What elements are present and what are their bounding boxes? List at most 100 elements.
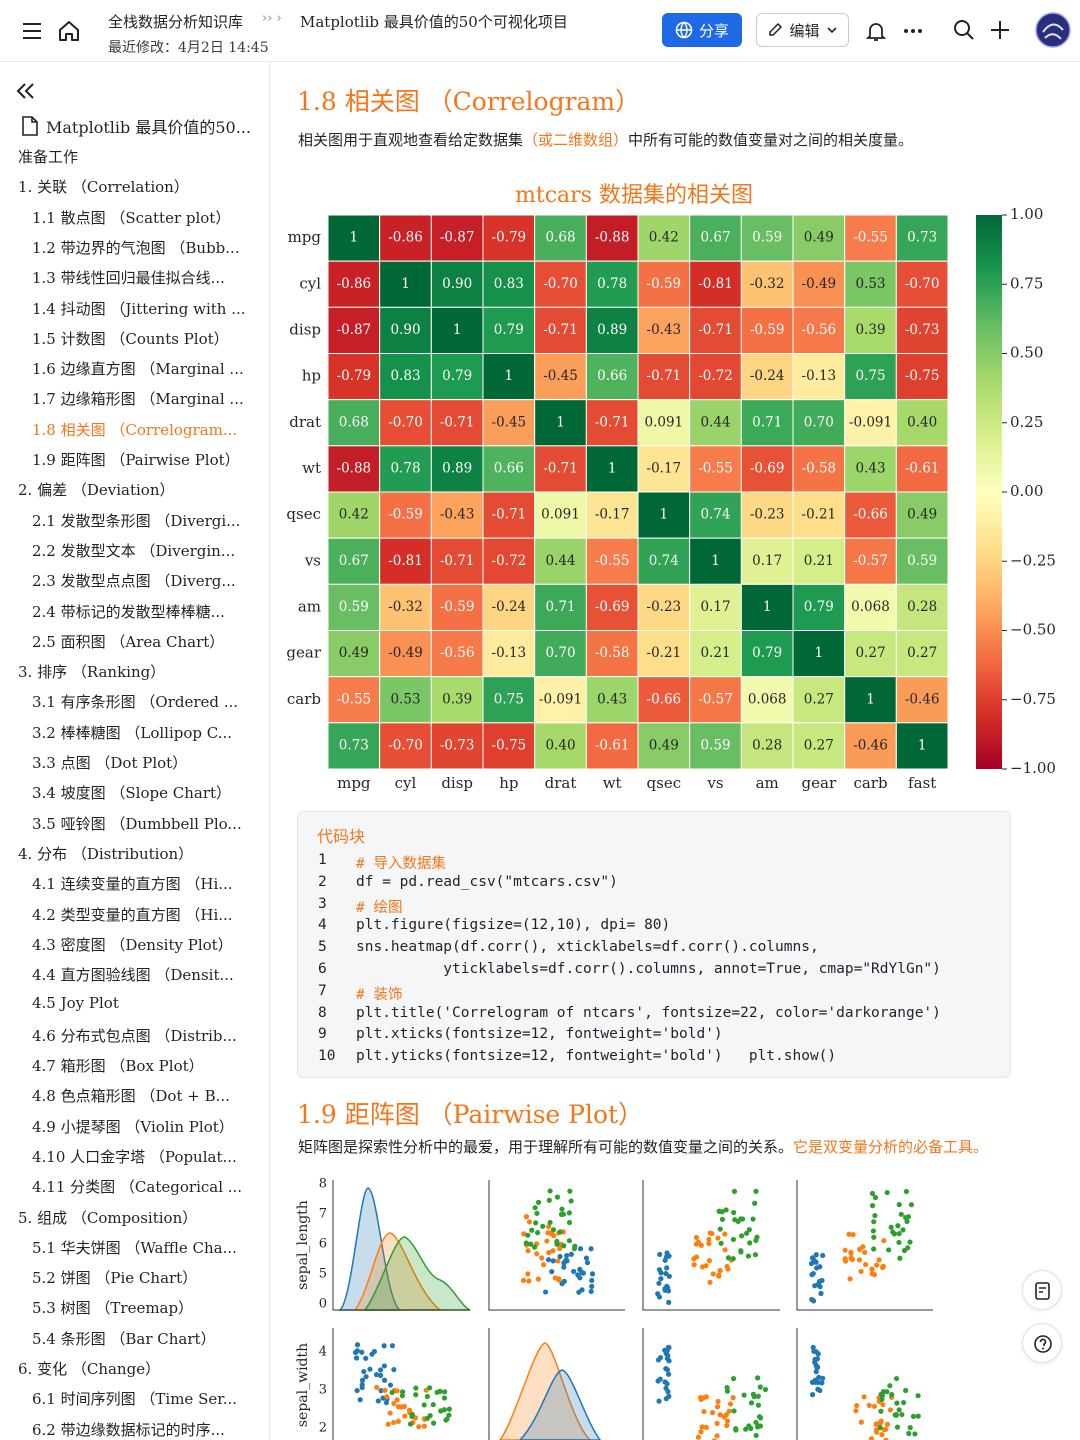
nav-item[interactable]: 4. 分布 （Distribution） [18,844,194,863]
scatter-dot [896,1239,902,1246]
scatter-dot [691,1256,697,1262]
template-button[interactable] [1022,1270,1062,1310]
nav-item[interactable]: 2.4 带标记的发散型棒棒糖... [32,602,225,621]
nav-item[interactable]: 4.6 分布式包点图 （Distrib... [32,1026,237,1045]
nav-item[interactable]: 1.3 带线性回归最佳拟合线... [32,269,225,288]
nav-item[interactable]: 2. 偏差 （Deviation） [18,481,175,500]
avatar[interactable] [1035,12,1071,48]
nav-item[interactable]: 3.5 哑铃图 （Dumbbell Plo... [32,814,242,833]
more-icon[interactable] [901,19,925,43]
scatter-dot [526,1278,532,1284]
scatter-dot [894,1400,900,1406]
cell-label: 0.89 [597,322,627,338]
nav-item[interactable]: 3.4 坡度图 （Slope Chart） [32,784,232,803]
scatter-dot [557,1253,563,1260]
share-button[interactable]: 分享 [662,13,742,47]
cell-label: 1 [608,460,617,476]
nav-item[interactable]: 4.10 人口金字塔 （Populat... [32,1147,237,1166]
nav-item[interactable]: 4.11 分类图 （Categorical ... [32,1178,243,1197]
nav-item[interactable]: 3.1 有序条形图 （Ordered ... [32,693,239,712]
nav-item[interactable]: 1. 关联 （Correlation） [18,178,189,197]
scatter-dot [903,1188,910,1195]
scatter-dot [395,1404,402,1410]
breadcrumb-current[interactable]: Matplotlib 最具价值的50个可视化项目 [300,13,568,31]
scatter-dot [558,1211,565,1217]
nav-item[interactable]: Matplotlib 最具价值的50... [46,118,251,137]
scatter-dot [872,1194,879,1201]
help-button[interactable] [1022,1323,1062,1363]
nav-item[interactable]: 1.2 带边界的气泡图 （Bubb... [32,238,240,257]
nav-item[interactable]: 5. 组成 （Composition） [18,1208,198,1227]
scatter-dot [905,1245,911,1251]
nav-item[interactable]: 6.2 带边缘数据标记的时序... [32,1420,225,1439]
heatmap-cell [482,491,536,539]
nav-item[interactable]: 3. 排序 （Ranking） [18,663,166,682]
scatter-dot [373,1372,380,1378]
nav-item[interactable]: 1.7 边缘箱形图 （Marginal ... [32,390,244,409]
collapse-icon[interactable] [14,80,38,102]
nav-item[interactable]: 5.2 饼图 （Pie Chart） [32,1269,198,1288]
edit-button[interactable]: 编辑 [756,13,849,47]
nav-item[interactable]: 2.5 面积图 （Area Chart） [32,632,225,651]
scatter-dot [431,1420,437,1426]
home-icon[interactable] [56,18,82,44]
scatter-dot [816,1278,823,1285]
nav-item[interactable]: 6.1 时间序列图 （Time Ser... [32,1390,238,1409]
nav-item[interactable]: 2.3 发散型点点图 （Diverg... [32,572,236,591]
scatter-dot [715,1398,721,1405]
nav-item[interactable]: 2.2 发散型文本 （Divergin... [32,541,236,560]
nav-item[interactable]: 1.4 抖动图 （Jittering with ... [32,299,246,318]
nav-item[interactable]: 1.1 散点图 （Scatter plot） [32,208,231,227]
add-icon[interactable] [988,18,1012,42]
cell-label: 0.74 [700,507,730,523]
nav-item[interactable]: 4.3 密度图 （Density Plot） [32,935,233,954]
scatter-dot [399,1393,406,1399]
scatter-dot [741,1392,747,1398]
nav-item[interactable]: 准备工作 [18,148,79,166]
nav-item[interactable]: 4.5 Joy Plot [32,994,119,1013]
cell-label: 0.67 [339,553,369,569]
nav-item[interactable]: 2.1 发散型条形图 （Divergi... [32,511,241,530]
nav-item[interactable]: 3.3 点图 （Dot Plot） [32,754,188,772]
cell-label: -0.17 [595,507,630,523]
nav-item[interactable]: 6. 变化 （Change） [18,1360,161,1378]
cell-label: -0.49 [802,276,837,292]
scatter-dot [571,1268,577,1275]
nav-item[interactable]: 1.8 相关图 （Correlogram... [32,420,238,439]
nav-item[interactable]: 4.8 色点箱形图 （Dot + B... [32,1087,230,1106]
nav-item[interactable]: 4.7 箱形图 （Box Plot） [32,1057,204,1075]
y-tick-label: am [298,597,321,615]
scatter-dot [730,1256,736,1262]
nav-item[interactable]: 5.3 树图 （Treemap） [32,1299,194,1318]
scatter-dot [739,1233,745,1239]
scatter-dot [555,1258,561,1264]
scatter-dot [846,1231,852,1237]
search-icon[interactable] [952,18,976,42]
scatter-dot [722,1231,728,1237]
nav-item[interactable]: 4.2 类型变量的直方图 （Hi... [32,905,233,924]
scatter-dot [748,1400,755,1406]
scatter-dot [820,1375,826,1381]
nav-item[interactable]: 4.4 直方图验线图 （Densit... [32,966,234,985]
breadcrumb-root[interactable]: 全栈数据分析知识库 [108,13,244,31]
nav-item[interactable]: 5.4 条形图 （Bar Chart） [32,1329,216,1348]
nav-item[interactable]: 3.2 棒棒糖图 （Lollipop C... [32,723,233,742]
scatter-dot [813,1252,819,1258]
nav-item[interactable]: 1.6 边缘直方图 （Marginal ... [32,360,244,379]
nav-item[interactable]: 1.9 距阵图 （Pairwise Plot） [32,451,240,469]
heatmap-cell [482,630,536,678]
scatter-dot [752,1200,758,1206]
cell-label: 0.71 [545,599,575,615]
scatter-dot [812,1283,818,1289]
nav-item[interactable]: 5.1 华夫饼图 （Waffle Cha... [32,1238,237,1257]
cell-label: -0.55 [337,691,372,707]
bell-icon[interactable] [864,19,888,43]
cell-label: -0.87 [440,230,475,246]
cell-label: -0.55 [595,553,630,569]
cell-label: 0.90 [390,322,420,338]
nav-item[interactable]: 1.5 计数图 （Counts Plot） [32,329,229,348]
nav-item[interactable]: 4.1 连续变量的直方图 （Hi... [32,875,233,894]
heatmap-cell [534,491,587,539]
nav-item[interactable]: 4.9 小提琴图 （Violin Plot） [32,1117,234,1136]
menu-icon[interactable] [20,19,44,43]
